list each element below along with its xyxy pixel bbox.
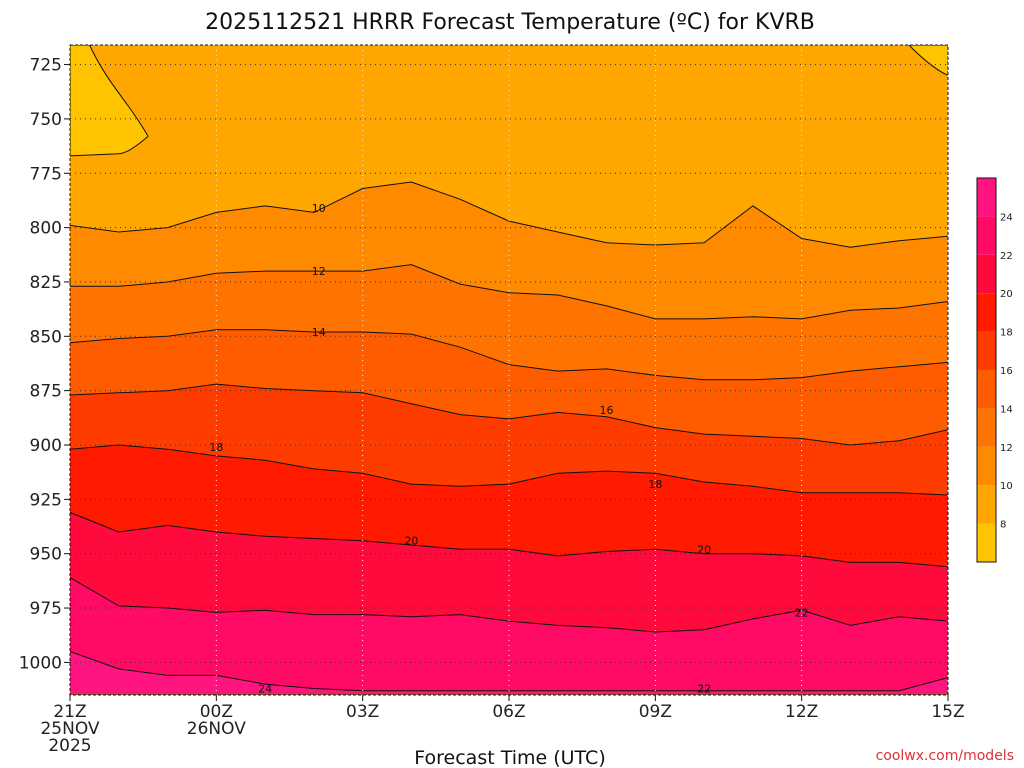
contour-label: 18 — [209, 441, 223, 454]
y-tick-label: 950 — [30, 545, 62, 565]
y-tick-label: 800 — [30, 219, 62, 239]
contour-label: 14 — [312, 326, 326, 339]
colorbar-frame — [976, 177, 997, 563]
colorbar-segment — [977, 446, 996, 486]
contour-label-text: 24 — [258, 682, 272, 695]
chart-title: 2025112521 HRRR Forecast Temperature (ºC… — [205, 10, 815, 35]
temperature-band-above-22 — [70, 577, 948, 695]
x-tick-label: 12Z — [785, 702, 818, 722]
credit-text: coolwx.com/models — [876, 748, 1014, 764]
y-tick-label: 825 — [30, 273, 62, 293]
x-tick-label: 00Z — [200, 702, 233, 722]
contour-label-text: 16 — [600, 404, 614, 417]
x-tick-label: 09Z — [639, 702, 672, 722]
contour-label: 20 — [697, 543, 711, 556]
x-tick-label: 21Z — [53, 702, 86, 722]
colorbar-tick-label: 8 — [1000, 520, 1006, 531]
colorbar-tick-label: 12 — [1000, 443, 1013, 454]
x-axis-label: Forecast Time (UTC) — [414, 747, 605, 768]
contour-label: 22 — [795, 606, 809, 619]
contour-label-text: 18 — [209, 441, 223, 454]
contour-label: 16 — [600, 404, 614, 417]
x-tick-label: 25NOV — [40, 719, 99, 739]
y-axis: 725 750 775 800 825 850 875 900 925 950 975 1000 — [19, 56, 70, 673]
x-tick-label: 03Z — [346, 702, 379, 722]
colorbar-segment — [977, 331, 996, 370]
contour-label-text: 22 — [697, 682, 711, 695]
colorbar-tick-label: 16 — [1000, 366, 1013, 377]
plot-area: 10 12 14 16 18 18 20 20 22 22 24 — [69, 44, 949, 696]
y-tick-label: 875 — [30, 382, 62, 402]
y-tick-label: 850 — [30, 327, 62, 347]
x-tick-label: 2025 — [48, 736, 91, 756]
colorbar-segment — [977, 523, 996, 562]
colorbar-segment — [977, 485, 996, 524]
temperature-band-above-24 — [70, 651, 948, 695]
cold-pocket-left — [70, 45, 149, 157]
contour-label: 24 — [258, 682, 272, 695]
colorbar: 8 10 12 14 16 18 20 22 24 — [976, 177, 1013, 563]
contour-label: 20 — [404, 535, 418, 548]
isotherm-14 — [70, 329, 948, 381]
colorbar-segment — [977, 178, 996, 217]
y-tick-label: 725 — [30, 56, 62, 76]
contour-label: 12 — [312, 265, 326, 278]
y-tick-label: 1000 — [19, 653, 62, 673]
contour-label-text: 12 — [312, 265, 326, 278]
colorbar-segment — [977, 254, 996, 294]
contour-label-text: 10 — [312, 202, 326, 215]
isotherm-10 — [70, 181, 948, 248]
isotherm-12 — [70, 264, 948, 320]
y-tick-label: 975 — [30, 599, 62, 619]
y-tick-label: 750 — [30, 110, 62, 130]
x-tick-label: 15Z — [931, 702, 964, 722]
contour-label-text: 22 — [795, 606, 809, 619]
colorbar-tick-label: 14 — [1000, 404, 1013, 415]
ground-surface — [70, 692, 948, 695]
temperature-band-8-to-10 — [70, 45, 948, 248]
x-tick-label: 26NOV — [187, 719, 246, 739]
isotherm-16 — [70, 383, 948, 446]
cold-pocket-right — [908, 45, 948, 76]
colorbar-segment — [977, 408, 996, 447]
contour-label: 18 — [648, 478, 662, 491]
contour-label-text: 18 — [648, 478, 662, 491]
colorbar-segment — [977, 293, 996, 332]
colorbar-segment — [977, 370, 996, 409]
colorbar-tick-label: 24 — [1000, 212, 1013, 223]
y-tick-label: 775 — [30, 164, 62, 184]
y-tick-label: 900 — [30, 436, 62, 456]
contour-label-text: 20 — [404, 535, 418, 548]
contour-label-text: 20 — [697, 543, 711, 556]
contour-label: 10 — [312, 202, 326, 215]
contour-label-text: 14 — [312, 326, 326, 339]
colorbar-tick-label: 10 — [1000, 481, 1013, 492]
x-tick-label: 06Z — [492, 702, 525, 722]
contour-label: 22 — [697, 682, 711, 695]
y-tick-label: 925 — [30, 490, 62, 510]
colorbar-tick-label: 20 — [1000, 289, 1013, 300]
colorbar-tick-label: 22 — [1000, 251, 1013, 262]
colorbar-segment — [977, 216, 996, 255]
colorbar-tick-label: 18 — [1000, 328, 1013, 339]
